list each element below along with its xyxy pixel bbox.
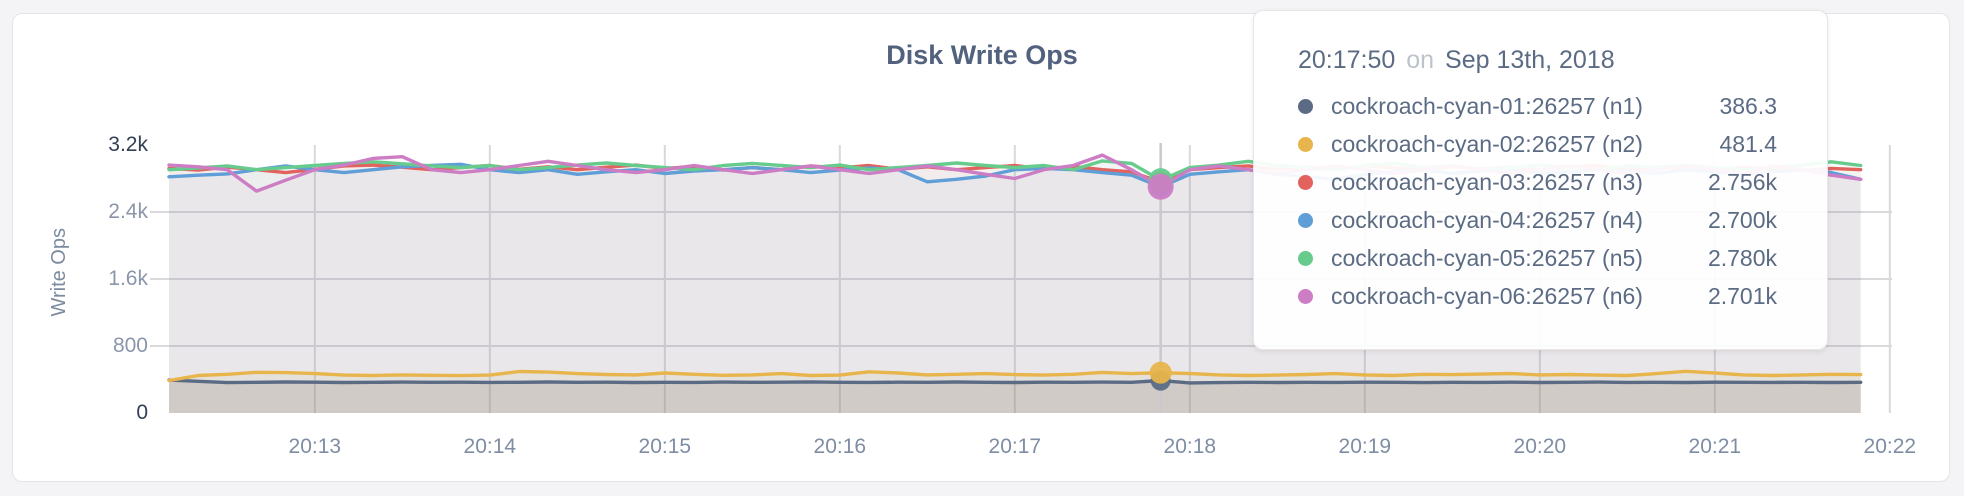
y-tick-label: 0 (136, 401, 148, 424)
tooltip-row: cockroach-cyan-05:26257 (n5) 2.780k (1298, 239, 1777, 277)
series-label: cockroach-cyan-06:26257 (n6) (1331, 282, 1643, 309)
tooltip-row: cockroach-cyan-06:26257 (n6) 2.701k (1298, 277, 1777, 315)
y-tick-label: 2.4k (108, 200, 148, 223)
series-color-dot (1298, 136, 1313, 152)
series-color-dot (1298, 212, 1313, 228)
chart-title: Disk Write Ops (886, 40, 1078, 70)
series-label: cockroach-cyan-03:26257 (n3) (1331, 168, 1643, 195)
series-area (169, 380, 1861, 413)
x-tick-label: 20:18 (1163, 435, 1217, 458)
series-label: cockroach-cyan-04:26257 (n4) (1331, 206, 1643, 233)
series-line (167, 378, 1863, 385)
series-value: 2.756k (1707, 168, 1777, 195)
series-value: 481.4 (1719, 130, 1777, 157)
y-tick-label: 800 (112, 334, 148, 357)
tooltip-rows: cockroach-cyan-01:26257 (n1) 386.3 cockroa… (1298, 87, 1777, 315)
y-tick-label: 1.6k (108, 267, 148, 290)
tooltip-row: cockroach-cyan-02:26257 (n2) 481.4 (1298, 125, 1777, 163)
hover-point-dot (1147, 173, 1174, 200)
x-tick-label: 20:15 (638, 435, 692, 458)
series-value: 2.701k (1707, 282, 1777, 309)
x-tick-label: 20:13 (288, 435, 342, 458)
series-value: 386.3 (1719, 92, 1777, 119)
x-tick-label: 20:19 (1338, 435, 1392, 458)
tooltip-row: cockroach-cyan-04:26257 (n4) 2.700k (1298, 201, 1777, 239)
tooltip-row: cockroach-cyan-01:26257 (n1) 386.3 (1298, 87, 1777, 125)
tooltip-date: Sep 13th, 2018 (1445, 46, 1615, 74)
series-line (167, 369, 1863, 383)
tooltip-time: 20:17:50 (1298, 46, 1396, 74)
tooltip-separator: on (1406, 46, 1435, 74)
y-tick-label: 3.2k (108, 133, 148, 156)
tooltip-header: 20:17:50 on Sep 13th, 2018 (1298, 45, 1777, 75)
hover-point-dot (1149, 361, 1172, 384)
series-color-dot (1298, 250, 1313, 266)
series-color-dot (1298, 288, 1313, 304)
tooltip-row: cockroach-cyan-03:26257 (n3) 2.756k (1298, 163, 1777, 201)
series-color-dot (1298, 174, 1313, 190)
x-tick-label: 20:21 (1688, 435, 1742, 458)
x-tick-label: 20:20 (1513, 435, 1567, 458)
series-value: 2.700k (1707, 206, 1777, 233)
x-tick-label: 20:17 (988, 435, 1042, 458)
series-label: cockroach-cyan-05:26257 (n5) (1331, 244, 1643, 271)
hover-tooltip: 20:17:50 on Sep 13th, 2018 cockroach-cya… (1253, 10, 1828, 350)
x-tick-label: 20:14 (463, 435, 517, 458)
series-label: cockroach-cyan-01:26257 (n1) (1331, 92, 1643, 119)
series-color-dot (1298, 98, 1313, 114)
series-value: 2.780k (1707, 244, 1777, 271)
x-tick-label: 20:22 (1863, 435, 1917, 458)
x-tick-label: 20:16 (813, 435, 867, 458)
series-label: cockroach-cyan-02:26257 (n2) (1331, 130, 1643, 157)
